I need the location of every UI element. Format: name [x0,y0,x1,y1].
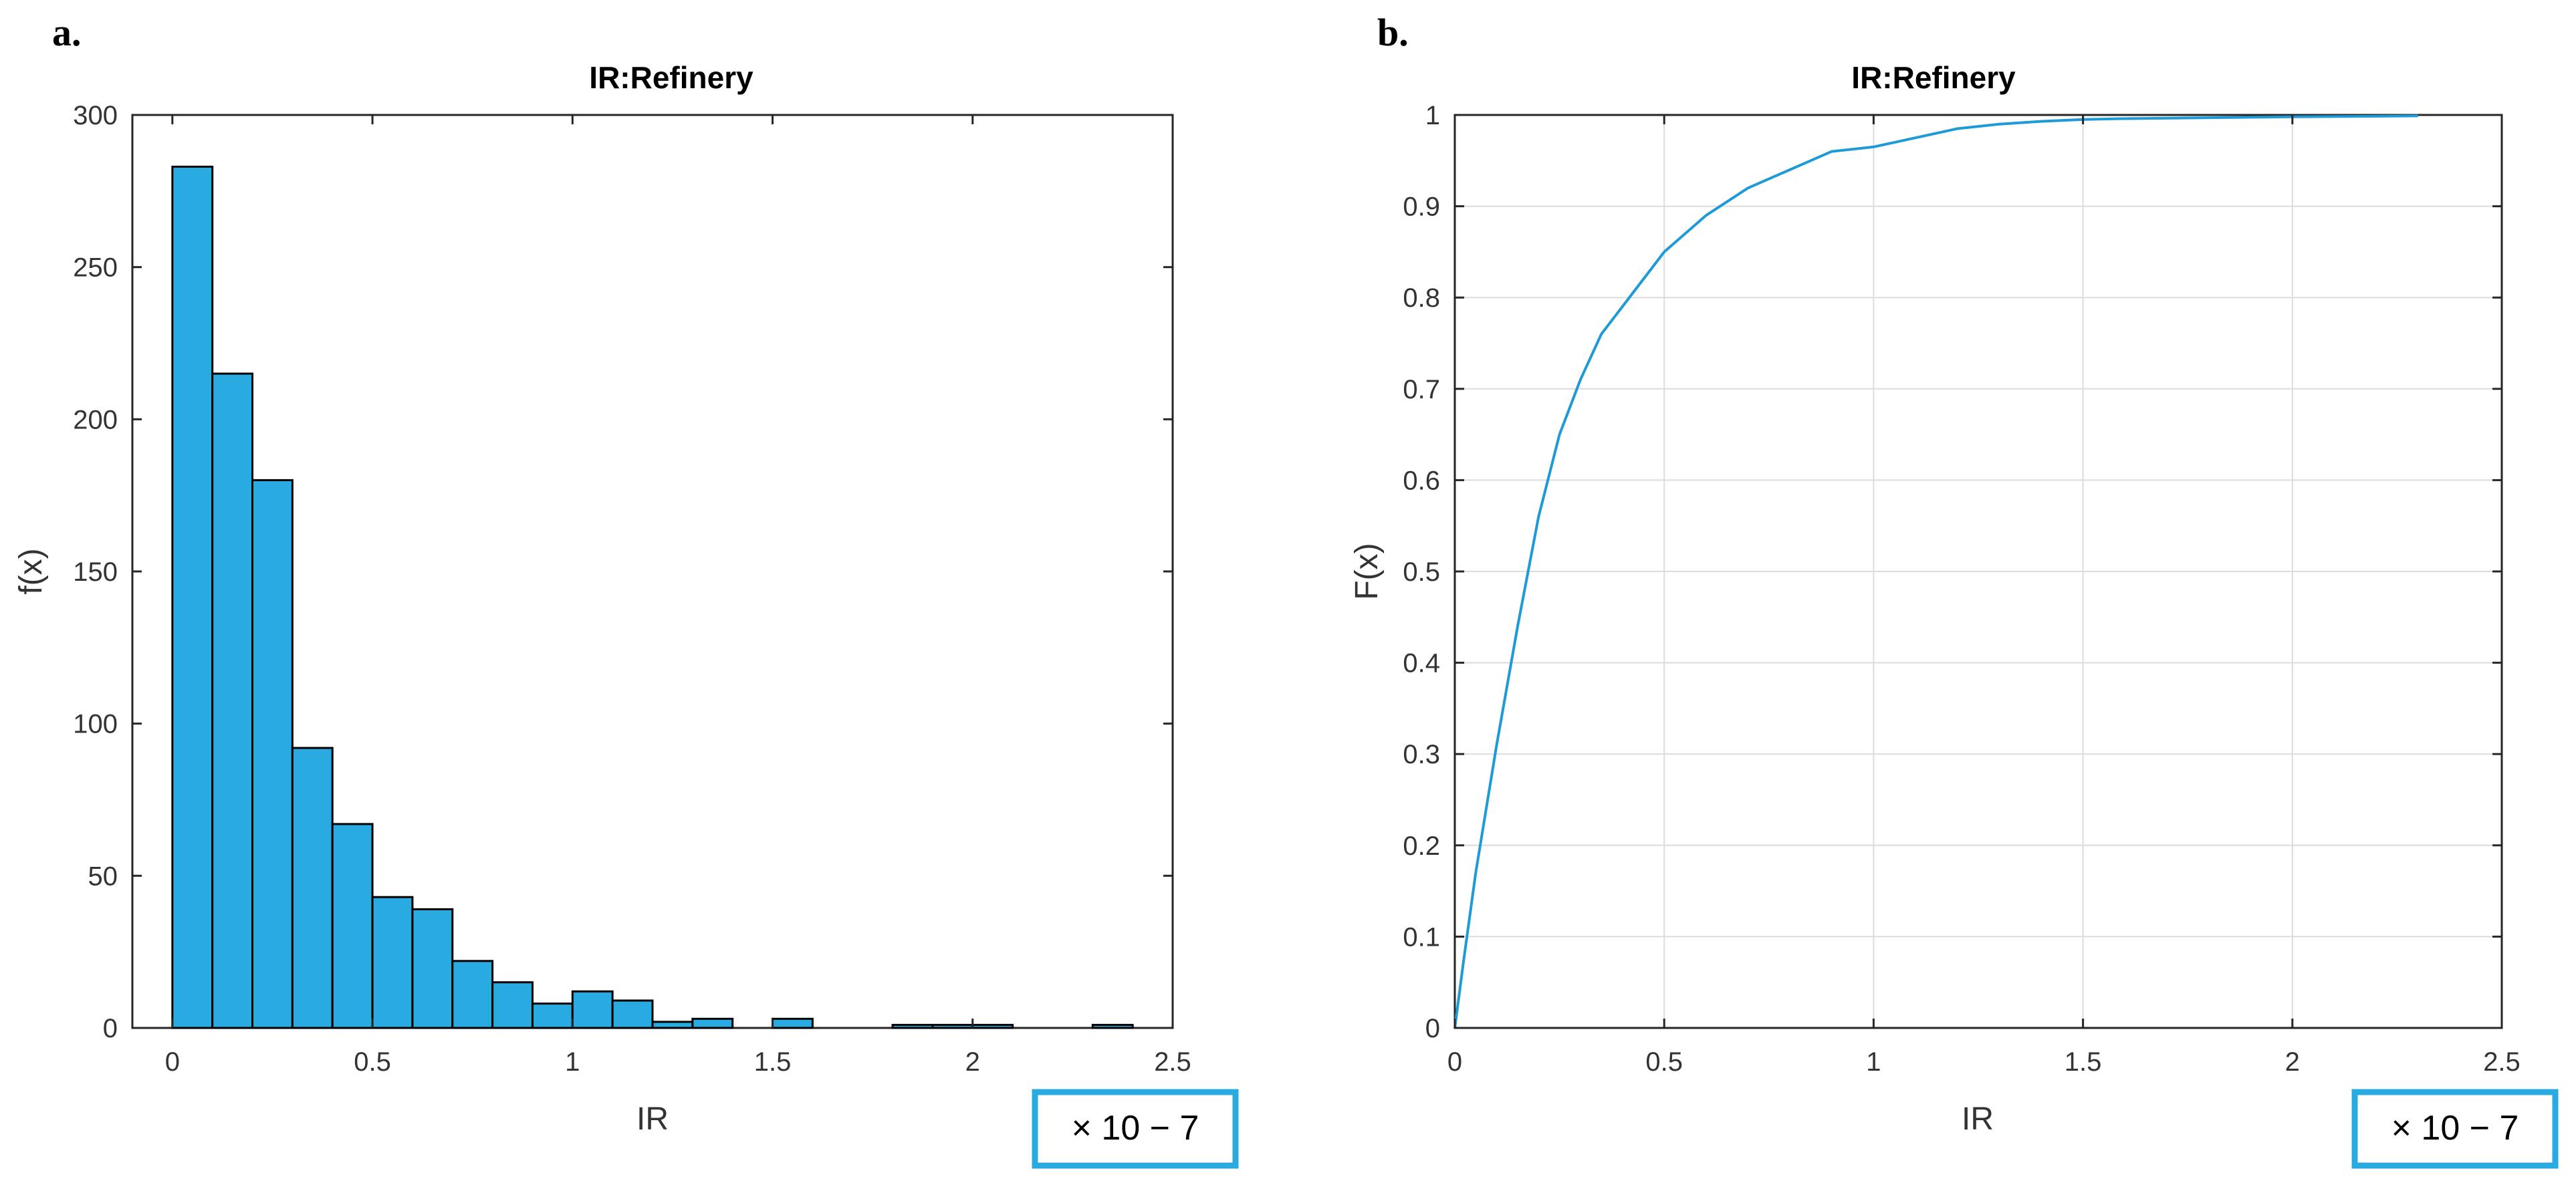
y-tick-label: 100 [73,710,118,739]
panel-a-x-axis-label: IR [636,1101,669,1137]
histogram-bar [251,479,294,1029]
histogram-bar [211,372,254,1029]
histogram-bar [331,823,374,1029]
panel-a-bars [171,165,1134,1029]
panel-b-series [1453,114,2418,1029]
y-tick-label: 0.8 [1403,283,1440,313]
panel-a-multiplier-box [1032,1089,1239,1169]
y-tick-label: 1 [1425,101,1440,130]
histogram-bar [371,896,414,1029]
y-tick-label: 300 [73,101,118,130]
histogram-bar [451,960,494,1029]
y-tick-label: 0.7 [1403,375,1440,404]
panel-a-title: IR:Refinery [589,60,753,95]
x-tick-label: 2 [965,1047,980,1077]
panel-a-y-axis-label: f(x) [13,548,49,594]
panel-b-label: b. [1377,11,1409,54]
x-tick-label: 2.5 [1154,1047,1191,1077]
histogram-bar [491,981,534,1029]
panel-a-y-ticks: 0 50 100 150 200 250 300 [73,101,1173,1043]
panel-b-title: IR:Refinery [1851,60,2016,95]
histogram-bar [931,1023,974,1029]
panel-b-x-multiplier: × 10 − 7 [2391,1109,2519,1148]
panel-a-x-multiplier: × 10 − 7 [1072,1109,1199,1148]
y-tick-label: 0.2 [1403,831,1440,861]
x-tick-label: 2 [2285,1047,2300,1077]
panel-b-multiplier-box [2351,1089,2559,1169]
histogram-bar [971,1023,1014,1029]
histogram-bar [691,1017,734,1029]
panel-b-y-axis-label: F(x) [1349,543,1385,600]
histogram-bar [772,1017,814,1029]
x-tick-label: 1.5 [2065,1047,2102,1077]
panel-b-cdf: b. IR:Refinery 0 0.5 1 1.5 2 2.5 0 0.1 0.2 0.3 0.… [1349,11,2559,1169]
x-tick-label: 2.5 [2483,1047,2521,1077]
y-tick-label: 0.5 [1403,557,1440,587]
histogram-bar [531,1003,574,1029]
histogram-bar [651,1021,694,1029]
histogram-bar [291,747,334,1029]
panel-a-x-ticks: 0 0.5 1 1.5 2 2.5 [165,115,1191,1077]
y-tick-label: 0.1 [1403,922,1440,952]
histogram-bar [611,999,654,1029]
histogram-bar [1091,1023,1134,1029]
y-tick-label: 0 [1425,1014,1440,1043]
histogram-bar [891,1023,934,1029]
y-tick-label: 150 [73,557,118,587]
x-tick-label: 0.5 [1645,1047,1683,1077]
x-tick-label: 1.5 [754,1047,792,1077]
x-tick-label: 0.5 [354,1047,391,1077]
x-tick-label: 1 [565,1047,580,1077]
histogram-bar [571,990,614,1029]
panel-b-y-ticks: 0 0.1 0.2 0.3 0.4 0.5 0.6 0.7 0.8 0.9 1 [1403,101,2502,1043]
panel-a-label: a. [52,11,82,54]
x-tick-label: 1 [1866,1047,1881,1077]
x-tick-label: 0 [165,1047,180,1077]
y-tick-label: 0 [103,1014,118,1043]
y-tick-label: 0.6 [1403,466,1440,495]
panel-b-x-ticks: 0 0.5 1 1.5 2 2.5 [1447,115,2521,1077]
y-tick-label: 200 [73,405,118,434]
y-tick-label: 0.4 [1403,649,1440,678]
histogram-bar [411,908,454,1029]
y-tick-label: 50 [88,862,118,891]
cdf-line [1453,114,2418,1029]
panel-b-x-axis-label: IR [1962,1101,1994,1137]
histogram-bar [171,165,214,1029]
y-tick-label: 0.9 [1403,192,1440,222]
y-tick-label: 250 [73,253,118,283]
x-tick-label: 0 [1447,1047,1462,1077]
panel-a-histogram: a. IR:Refinery 0 0.5 1 1.5 2 2.5 0 50 100 150 200… [13,11,1239,1169]
y-tick-label: 0.3 [1403,740,1440,769]
